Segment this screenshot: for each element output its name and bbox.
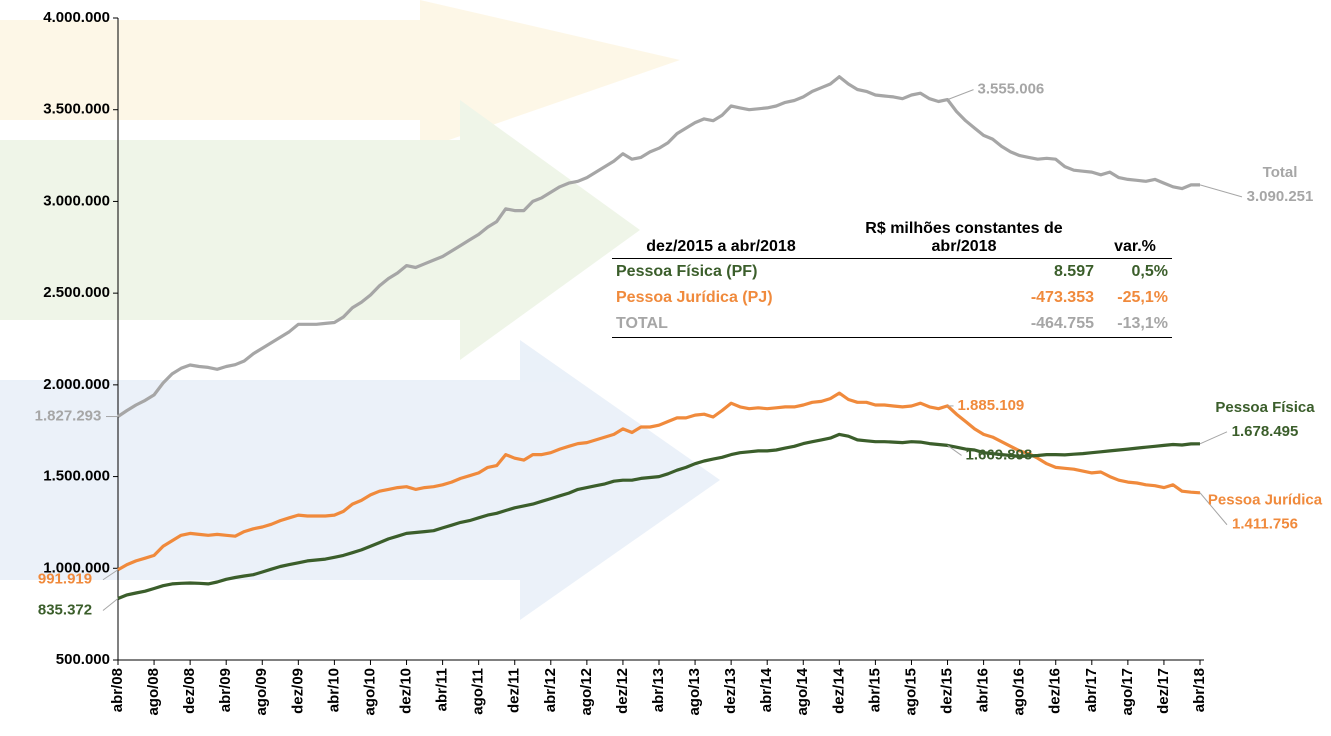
x-tick-label: dez/12 (614, 668, 631, 714)
background-decoration (0, 0, 720, 620)
value-label: 835.372 (38, 601, 92, 618)
x-tick-label: dez/09 (289, 668, 306, 714)
y-tick-label: 1.000.000 (43, 559, 110, 576)
series-line (117, 75, 1200, 418)
x-tick-label: abr/10 (325, 668, 342, 712)
leader-line (1199, 184, 1243, 198)
value-label: 1.885.109 (958, 397, 1025, 414)
x-tick-label: dez/14 (830, 667, 847, 714)
table-header-cell: dez/2015 a abr/2018 (612, 218, 830, 259)
table-header-cell: var.% (1098, 218, 1172, 259)
x-tick-label: dez/16 (1047, 668, 1064, 714)
series-name-label: Pessoa Física (1215, 399, 1315, 416)
x-tick-label: ago/09 (253, 668, 270, 716)
table-cell: -13,1% (1098, 311, 1172, 338)
x-tick-label: abr/17 (1083, 668, 1100, 712)
table-row: TOTAL -464.755 -13,1% (612, 311, 1172, 338)
leader-line (1199, 431, 1228, 445)
y-tick-label: 2.000.000 (43, 376, 110, 393)
decor-arrow (0, 100, 640, 360)
x-tick-label: abr/08 (109, 668, 126, 712)
x-tick-label: abr/14 (758, 667, 775, 712)
table-header: dez/2015 a abr/2018 R$ milhões constante… (612, 218, 1172, 259)
decor-arrow (0, 340, 720, 620)
x-tick-label: ago/10 (361, 668, 378, 716)
table-cell: 8.597 (1053, 263, 1094, 280)
y-tick-label: 3.500.000 (43, 101, 110, 118)
table-header-cell: R$ milhões constantes de abr/2018 (830, 218, 1098, 259)
x-tick-label: ago/14 (794, 667, 811, 715)
x-tick-label: dez/13 (722, 668, 739, 714)
x-tick-label: abr/15 (866, 668, 883, 712)
x-tick-label: ago/12 (578, 668, 595, 716)
decor-arrow (0, 0, 680, 150)
leader-line (947, 445, 962, 456)
y-tick-label: 2.500.000 (43, 284, 110, 301)
x-tick-label: dez/10 (398, 668, 415, 714)
x-tick-label: ago/17 (1119, 668, 1136, 716)
value-label: 1.411.756 (1232, 516, 1298, 533)
y-tick-label: 1.500.000 (43, 468, 110, 485)
x-tick-label: abr/11 (434, 668, 451, 711)
x-tick-label: ago/13 (686, 668, 703, 716)
series-line (117, 391, 1201, 572)
y-tick-label: 4.000.000 (43, 9, 110, 26)
table-cell: Pessoa Física (PF) (616, 263, 758, 280)
table-body: Pessoa Física (PF) 8.597 0,5% Pessoa Jurídi… (612, 259, 1172, 338)
value-label: 1.827.293 (35, 408, 102, 425)
series-line (117, 432, 1201, 600)
series-name-label: Total (1263, 164, 1298, 181)
x-tick-label: abr/13 (650, 668, 667, 712)
y-tick-label: 500.000 (56, 651, 110, 668)
leader-line (947, 89, 974, 101)
x-tick-label: ago/16 (1011, 668, 1028, 716)
value-label: 3.555.006 (978, 81, 1045, 98)
x-tick-label: ago/15 (902, 668, 919, 716)
x-tick-label: dez/15 (939, 668, 956, 714)
leader-line (102, 569, 119, 581)
value-label: 3.090.251 (1247, 188, 1314, 205)
table-row: Pessoa Jurídica (PJ) -473.353 -25,1% (612, 285, 1172, 311)
x-tick-label: abr/18 (1191, 668, 1208, 712)
x-tick-label: dez/17 (1155, 668, 1172, 714)
x-tick-label: ago/08 (145, 668, 162, 716)
x-tick-label: abr/09 (217, 668, 234, 712)
value-label: 991.919 (38, 571, 92, 588)
table-row: Pessoa Física (PF) 8.597 0,5% (612, 259, 1172, 286)
value-label: 1.678.495 (1232, 423, 1299, 440)
x-tick-label: dez/08 (181, 668, 198, 714)
table-cell: 0,5% (1131, 263, 1168, 280)
table-cell: TOTAL (612, 311, 830, 338)
leader-line (102, 598, 119, 611)
x-tick-label: dez/11 (506, 668, 523, 713)
series-name-label: Pessoa Jurídica (1208, 492, 1323, 509)
x-tick-label: abr/12 (542, 668, 559, 712)
table-cell: -464.755 (830, 311, 1098, 338)
table-cell: Pessoa Jurídica (PJ) (616, 289, 773, 306)
table-cell: -473.353 (1030, 289, 1094, 306)
table-cell: -25,1% (1117, 289, 1168, 306)
summary-table: dez/2015 a abr/2018 R$ milhões constante… (612, 218, 1172, 338)
leader-line (1199, 492, 1228, 526)
y-tick-label: 3.000.000 (43, 192, 110, 209)
x-tick-label: abr/16 (975, 668, 992, 712)
x-tick-label: ago/11 (470, 668, 487, 715)
value-label: 1.669.898 (966, 446, 1033, 463)
